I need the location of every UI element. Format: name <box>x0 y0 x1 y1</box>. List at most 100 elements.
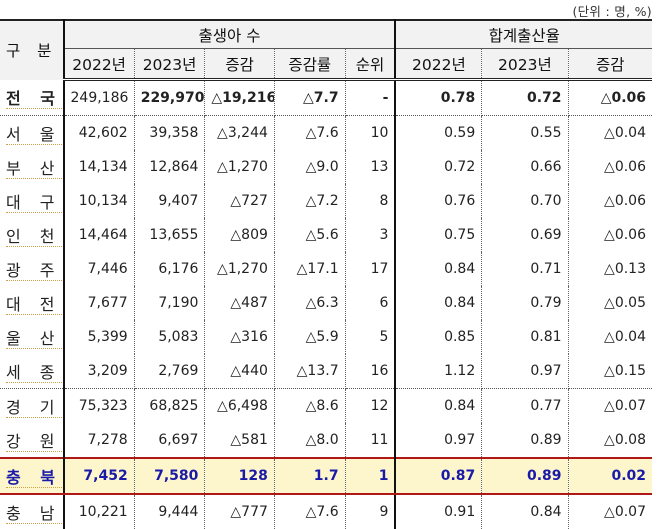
tfr-change-cell: △0.04 <box>604 125 646 141</box>
region-name-cell: 경 기 <box>0 388 65 423</box>
births-2022-cell: 10,221 <box>63 494 135 529</box>
births-rate-cell: △7.6 <box>274 115 346 150</box>
table-row: 서 울 42,602 39,358 △3,244 △7.6 10 0.59 0.55 △0.04 <box>0 115 652 150</box>
region-name: 강 원 <box>6 432 62 452</box>
births-2023-cell: 9,444 <box>134 494 206 529</box>
tfr-change-cell: △0.06 <box>568 79 652 116</box>
tfr-2022-cell: 0.76 <box>395 184 483 218</box>
births-2023-cell: 39,358 <box>134 115 206 150</box>
tfr-change-cell: △0.07 <box>604 504 646 520</box>
region-name-cell: 세 종 <box>0 354 65 389</box>
births-2022-cell: 7,446 <box>63 252 135 286</box>
table-row: 전 국 249,186 229,970 △19,216 △7.7-0.78 0.72 △0.… <box>0 79 652 116</box>
births-rank-cell: 3 <box>345 218 397 252</box>
tfr-change-cell: △0.07 <box>604 398 646 414</box>
region-name: 대 구 <box>6 193 62 213</box>
tfr-2022-cell: 0.59 <box>395 115 483 150</box>
births-2023-cell: 6,697 <box>134 423 206 458</box>
tfr-2022-cell: 0.72 <box>395 150 483 184</box>
table-row: 강 원 7,278 6,697 △581 △8.0 11 0.97 0.89 △0.08 <box>0 423 652 458</box>
region-name: 충 남 <box>6 504 62 524</box>
births-2022-cell: 7,677 <box>63 286 135 320</box>
table-row: 광 주 7,446 6,176 △1,270 △17.1 17 0.84 0.71 △0.13 <box>0 252 652 286</box>
region-name-cell: 대 전 <box>0 286 65 320</box>
tfr-2022-cell: 0.75 <box>395 218 483 252</box>
births-2022-header: 2022년 <box>63 48 135 81</box>
births-change-cell: 128 <box>204 457 275 495</box>
births-rank-cell: 10 <box>345 115 397 150</box>
tfr-change-cell: △0.06 <box>604 227 646 243</box>
births-rate-cell: △7.6 <box>274 494 346 529</box>
table-row: 대 전 7,677 7,190 △487 △6.3 6 0.84 0.79 △0.05 <box>0 286 652 320</box>
births-2023-cell: 68,825 <box>134 388 206 423</box>
births-change-cell: △777 <box>204 494 275 529</box>
births-2022-cell: 7,452 <box>63 457 135 495</box>
tfr-2023-cell: 0.70 <box>481 184 569 218</box>
table-row: 인 천 14,464 13,655 △809 △5.6 3 0.75 0.69 △0.06 <box>0 218 652 252</box>
births-rank-cell: 12 <box>345 388 397 423</box>
region-name-cell: 광 주 <box>0 252 65 286</box>
tfr-change-cell: △0.15 <box>568 354 652 389</box>
births-rate-cell: △5.6 <box>274 218 346 252</box>
births-2023-cell: 12,864 <box>134 150 206 184</box>
births-rank-cell: 16 <box>345 354 397 389</box>
region-name: 서 울 <box>6 125 62 145</box>
region-name: 광 주 <box>6 261 62 281</box>
births-2022-cell: 249,186 <box>63 79 135 116</box>
births-change-cell: △727 <box>204 184 275 218</box>
births-rank-cell: 8 <box>345 184 397 218</box>
region-name-cell: 충 남 <box>0 494 65 529</box>
tfr-2023-cell: 0.84 <box>481 494 569 529</box>
region-name-cell: 대 구 <box>0 184 65 218</box>
tfr-2023-cell: 0.72 <box>481 79 569 116</box>
births-rate-cell: △5.9 <box>274 320 346 354</box>
tfr-change-header: 증감 <box>568 48 652 81</box>
region-name: 대 전 <box>6 295 62 315</box>
births-rank-cell: - <box>345 79 397 116</box>
tfr-2022-cell: 0.78 <box>395 79 483 116</box>
births-change-cell: △3,244 <box>204 115 275 150</box>
tfr-2023-cell: 0.77 <box>481 388 569 423</box>
births-rank-cell: 5 <box>345 320 397 354</box>
tfr-2023-cell: 0.81 <box>481 320 569 354</box>
table-row: 충 남 10,221 9,444 △777 △7.6 9 0.91 0.84 △0.07 <box>0 494 652 529</box>
tfr-2023-cell: 0.97 <box>481 354 569 389</box>
births-change-cell: △440 <box>204 354 275 389</box>
births-change-cell: △6,498 <box>204 388 275 423</box>
table-row: 경 기 75,323 68,825 △6,498 △8.6 12 0.84 0.77 △0.07 <box>0 388 652 423</box>
births-2023-cell: 6,176 <box>134 252 206 286</box>
births-group-header: 출생아 수 <box>63 19 397 49</box>
births-2023-cell: 13,655 <box>134 218 206 252</box>
table-row: 대 구 10,134 9,407 △727 △7.2 8 0.76 0.70 △0.06 <box>0 184 652 218</box>
region-name-cell: 울 산 <box>0 320 65 354</box>
births-rate-cell: △8.6 <box>274 388 346 423</box>
unit-label: (단위 : 명, %) <box>572 4 652 19</box>
births-2023-cell: 229,970 <box>134 79 206 116</box>
tfr-2023-header: 2023년 <box>481 48 569 81</box>
births-2022-cell: 3,209 <box>63 354 135 389</box>
tfr-2023-cell: 0.69 <box>481 218 569 252</box>
births-rate-cell: △7.7 <box>274 79 346 116</box>
birth-statistics-table: 구 분 출생아 수 합계출산율 2022년 2023년 증감 증감률 순위 20… <box>0 19 652 529</box>
tfr-change-cell: 0.02 <box>568 457 652 495</box>
tfr-2023-cell: 0.55 <box>481 115 569 150</box>
births-2022-cell: 75,323 <box>63 388 135 423</box>
tfr-change-cell: △0.06 <box>604 193 646 209</box>
region-name: 전 국 <box>6 89 63 110</box>
region-name-cell: 부 산 <box>0 150 65 184</box>
births-rate-cell: △7.2 <box>274 184 346 218</box>
births-2022-cell: 42,602 <box>63 115 135 150</box>
region-header: 구 분 <box>0 19 65 80</box>
tfr-change-cell: △0.06 <box>604 159 646 175</box>
births-2023-cell: 7,190 <box>134 286 206 320</box>
births-rate-header: 증감률 <box>274 48 346 81</box>
region-name: 울 산 <box>6 329 62 349</box>
tfr-2023-cell: 0.89 <box>481 457 569 495</box>
births-change-cell: △809 <box>204 218 275 252</box>
births-change-cell: △487 <box>204 286 275 320</box>
tfr-2022-cell: 0.97 <box>395 423 483 458</box>
tfr-2022-cell: 1.12 <box>395 354 483 389</box>
births-2023-header: 2023년 <box>134 48 206 81</box>
table-row: 세 종 3,209 2,769 △440 △13.7 16 1.12 0.97 △0.15 <box>0 354 652 389</box>
births-2022-cell: 10,134 <box>63 184 135 218</box>
